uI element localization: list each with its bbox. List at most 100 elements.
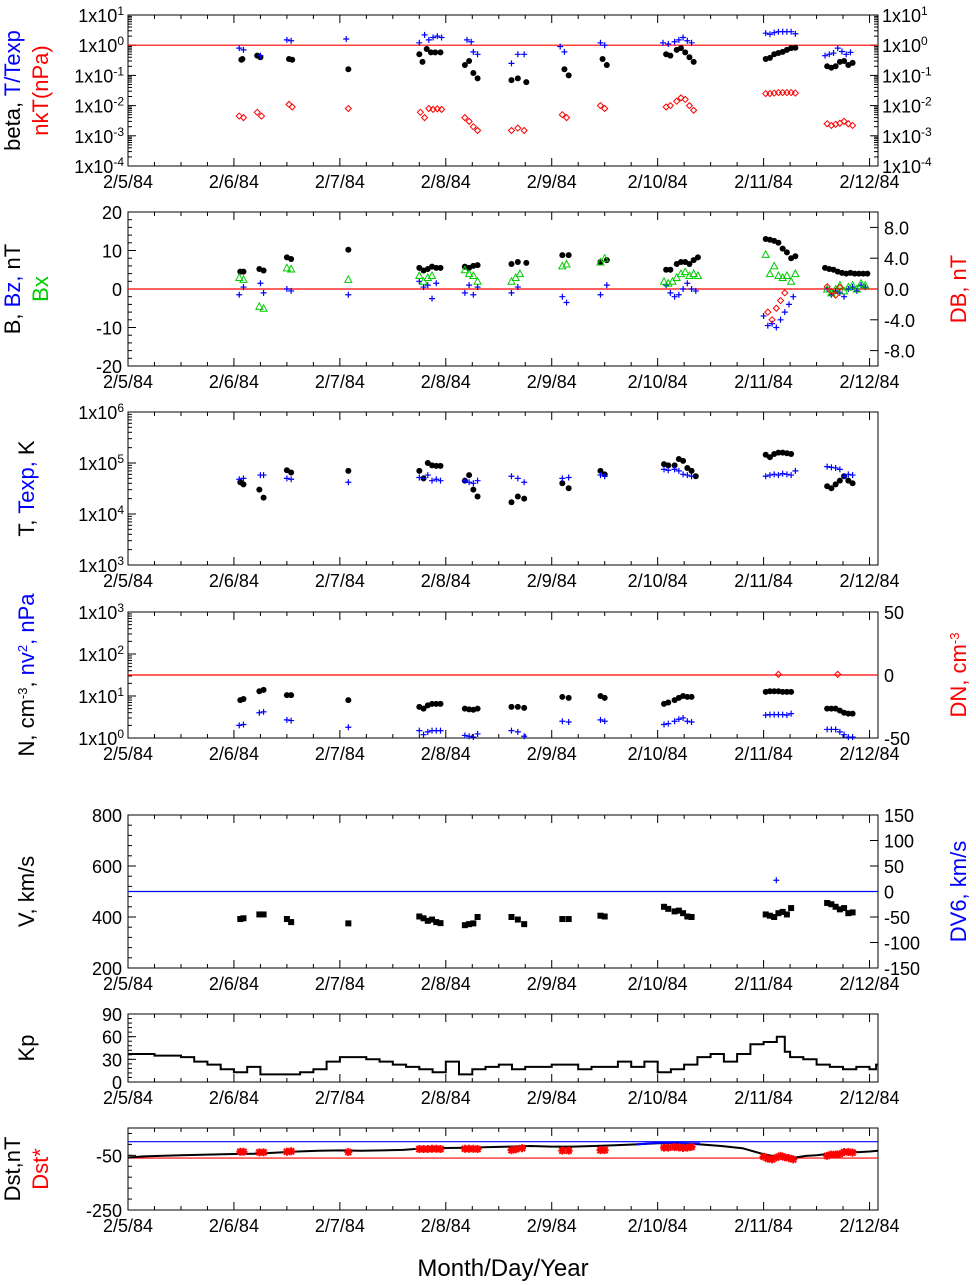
data-point-square [508, 914, 515, 920]
data-point-square [416, 913, 423, 920]
data-point-plus [675, 291, 682, 298]
data-point-square [437, 920, 444, 927]
x-tick-label: 2/11/84 [734, 172, 793, 192]
data-point-plus [283, 36, 290, 43]
y-axis-label-part: Texp, [14, 455, 39, 514]
data-point-dot [433, 462, 440, 469]
x-tick-label: 2/10/84 [628, 1088, 688, 1108]
data-point-triangle [782, 270, 792, 280]
x-tick-label: 2/12/84 [839, 1088, 899, 1108]
y-axis-label-part: -3 [15, 688, 30, 700]
data-point-diamond [465, 117, 473, 126]
data-point-star [600, 1146, 609, 1155]
x-tick-label: 2/10/84 [628, 1216, 688, 1236]
y-axis-label: Kp [14, 1035, 39, 1062]
data-point-dot [283, 692, 290, 699]
data-point-plus [256, 709, 263, 716]
data-point-star [789, 1155, 798, 1164]
y-tick-label-right: 1x100 [882, 34, 928, 56]
series-diamond [774, 670, 842, 679]
data-point-diamond [831, 120, 840, 129]
data-point-plus [240, 284, 247, 291]
tick-exponent: -3 [921, 125, 932, 139]
data-point-square [565, 916, 572, 923]
data-point-dot [470, 70, 477, 77]
data-point-plus [257, 280, 264, 287]
data-point-plus [236, 476, 243, 483]
data-point-triangle [460, 265, 470, 274]
y-axis-label: B, Bz, nT [0, 244, 25, 335]
data-point-plus [597, 716, 604, 723]
series-line [128, 1035, 878, 1076]
data-point-dot [437, 264, 444, 271]
data-point-diamond [520, 126, 528, 135]
data-point-dot [559, 480, 566, 487]
data-point-dot [345, 66, 352, 73]
data-point-diamond [666, 101, 675, 110]
data-point-plus [675, 716, 682, 723]
x-tick-label: 2/12/84 [839, 172, 899, 192]
x-tick-label: 2/5/84 [103, 1088, 153, 1108]
x-tick-label: 2/5/84 [103, 372, 153, 392]
data-point-plus [240, 46, 247, 53]
x-tick-label: 2/8/84 [421, 172, 471, 192]
tick-exponent: 0 [117, 34, 124, 48]
tick-mantissa: 1x10 [78, 687, 117, 707]
data-point-plus [474, 284, 481, 291]
data-point-dot [523, 259, 530, 266]
y-axis-label-secondary: nkT(nPa) [28, 45, 53, 135]
data-point-dot [692, 473, 699, 480]
data-point-dot [474, 493, 481, 500]
data-point-dot [565, 252, 572, 259]
x-tick-label: 2/5/84 [103, 744, 153, 764]
data-point-plus [847, 49, 854, 56]
y-tick-label: 10 [102, 242, 122, 262]
data-point-star [840, 1148, 849, 1157]
data-point-star [596, 1146, 605, 1155]
data-point-plus [283, 716, 290, 723]
data-point-triangle [761, 249, 771, 258]
data-point-plus [461, 477, 468, 484]
data-point-plus [597, 472, 604, 479]
data-point-plus [601, 42, 608, 49]
data-point-diamond [673, 97, 681, 105]
tick-exponent: -4 [921, 155, 932, 169]
data-point-dot [682, 49, 689, 56]
data-point-plus [680, 286, 687, 292]
data-point-star [660, 1143, 669, 1152]
data-point-plus [508, 473, 515, 480]
data-point-triangle [856, 278, 866, 287]
data-point-diamond [469, 123, 478, 131]
data-point-star [844, 1148, 853, 1157]
y-tick-label: 1x106 [78, 401, 124, 423]
data-point-plus [841, 293, 848, 300]
series-plus [773, 877, 780, 884]
data-point-plus [665, 40, 672, 47]
data-point-square [836, 906, 843, 913]
data-point-plus [853, 287, 860, 294]
data-point-triangle [473, 276, 482, 285]
data-point-plus [345, 724, 352, 731]
series-plus [236, 278, 869, 331]
data-point-triangle [419, 276, 428, 285]
data-point-triangle [765, 269, 775, 278]
plot-frame [127, 411, 879, 566]
y-right-tick-label: 50 [884, 857, 904, 877]
data-point-dot [521, 704, 528, 711]
data-point-diamond [768, 316, 776, 324]
data-point-square [845, 910, 852, 917]
data-point-plus [557, 43, 564, 50]
data-point-plus [684, 718, 691, 725]
data-point-dot [845, 710, 852, 717]
data-point-plus [470, 48, 477, 55]
data-point-star [255, 1148, 264, 1157]
series-dot [238, 44, 856, 86]
data-point-plus [830, 50, 837, 57]
data-point-dot [864, 270, 871, 277]
data-point-plus [420, 731, 427, 738]
data-point-square [256, 911, 263, 918]
data-point-triangle [464, 269, 474, 278]
y-axis-label-part: , [14, 675, 39, 687]
data-point-square [237, 916, 244, 923]
data-point-dot [461, 62, 468, 69]
